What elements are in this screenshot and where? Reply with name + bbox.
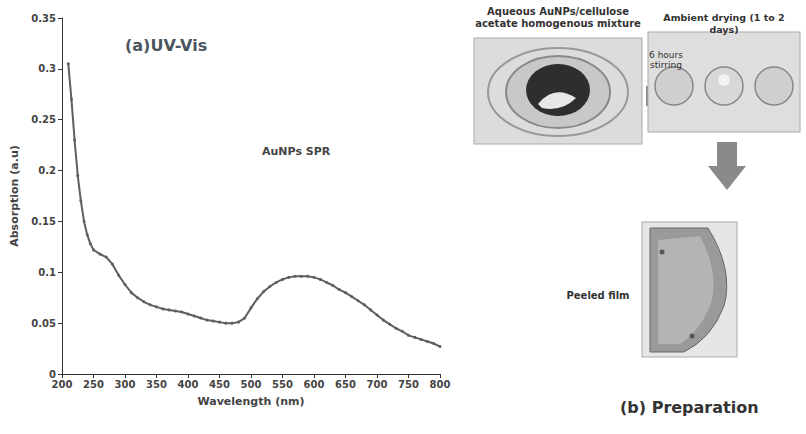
svg-text:400: 400 xyxy=(178,379,199,390)
svg-text:650: 650 xyxy=(335,379,356,390)
html-text:6 hours stirring: 6 hours stirring xyxy=(649,50,683,70)
svg-text:550: 550 xyxy=(272,379,293,390)
svg-text:200: 200 xyxy=(52,379,73,390)
svg-text:0: 0 xyxy=(49,368,56,380)
svg-text:450: 450 xyxy=(209,379,230,390)
html-text:Ambient drying (1 to 2 days): Ambient drying (1 to 2 days) xyxy=(663,12,785,35)
svg-text:300: 300 xyxy=(115,379,136,390)
svg-text:0.3: 0.3 xyxy=(38,63,56,74)
svg-text:750: 750 xyxy=(398,379,419,390)
html-text:Peeled film: Peeled film xyxy=(566,290,630,301)
svg-text:(a)UV-Vis: (a)UV-Vis xyxy=(125,36,207,55)
svg-text:0.1: 0.1 xyxy=(38,267,56,278)
svg-text:0.05: 0.05 xyxy=(31,318,56,329)
svg-text:0.15: 0.15 xyxy=(31,216,56,227)
svg-text:500: 500 xyxy=(241,379,262,390)
svg-text:Absorption (a.u): Absorption (a.u) xyxy=(8,145,21,247)
html-text:Aqueous AuNPs/cellulose acetat: Aqueous AuNPs/cellulose acetate homogeno… xyxy=(475,6,641,29)
svg-text:600: 600 xyxy=(304,379,325,390)
svg-text:AuNPs SPR: AuNPs SPR xyxy=(262,145,331,158)
svg-text:250: 250 xyxy=(83,379,104,390)
html-text:(b) Preparation: (b) Preparation xyxy=(620,398,759,417)
svg-text:800: 800 xyxy=(430,379,451,390)
svg-text:350: 350 xyxy=(146,379,167,390)
svg-text:700: 700 xyxy=(367,379,388,390)
svg-text:0.35: 0.35 xyxy=(31,13,56,24)
svg-text:0.2: 0.2 xyxy=(38,165,56,176)
svg-text:0.25: 0.25 xyxy=(31,114,56,125)
svg-text:Wavelength (nm): Wavelength (nm) xyxy=(198,395,305,408)
